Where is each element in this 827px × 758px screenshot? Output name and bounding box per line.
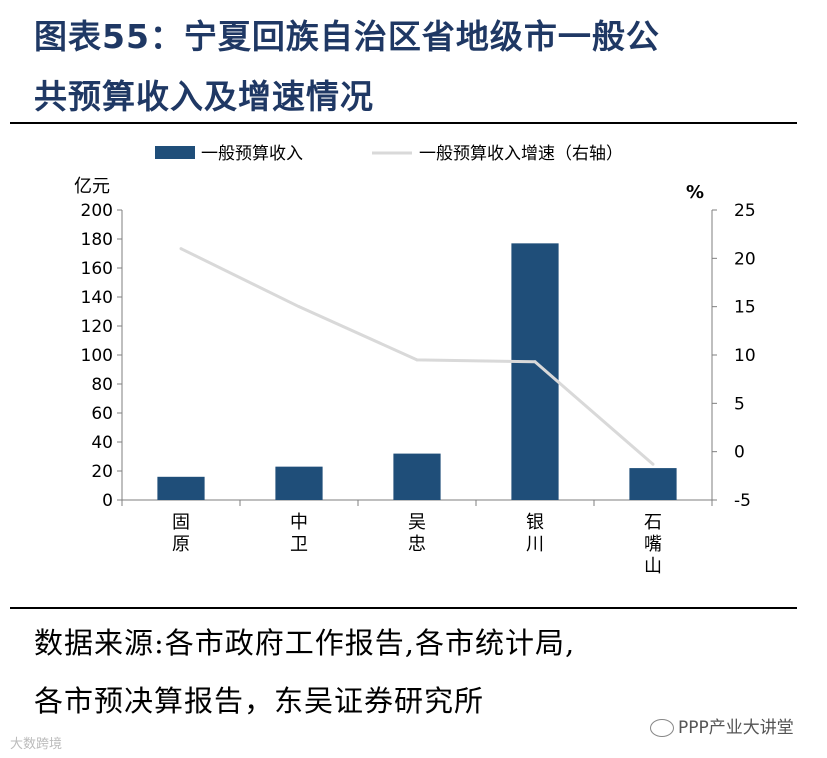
y-tick-label: 200 xyxy=(81,201,113,221)
chart-title-line-2: 共预算收入及增速情况 xyxy=(34,77,374,116)
chat-bubble-icon xyxy=(650,719,674,737)
source-line-1: 数据来源:各市政府工作报告,各市统计局, xyxy=(34,626,576,660)
x-category-label: 中卫 xyxy=(290,512,308,555)
y2-tick-label: 15 xyxy=(734,298,756,318)
y-tick-label: 60 xyxy=(91,404,113,424)
x-category-label: 固原 xyxy=(172,512,190,555)
y-tick-label: 80 xyxy=(91,375,113,395)
chart-svg: 一般预算收入 一般预算收入增速（右轴）亿元 %0204060801001201401… xyxy=(74,144,756,577)
y-tick-label: 0 xyxy=(102,491,113,511)
y2-axis-unit-label: % xyxy=(686,182,704,203)
y2-tick-label: 20 xyxy=(734,249,756,269)
y2-tick-label: 5 xyxy=(734,394,745,414)
y-tick-label: 100 xyxy=(81,346,113,366)
y-tick-label: 160 xyxy=(81,259,113,279)
y-tick-label: 140 xyxy=(81,288,113,308)
bar-石嘴山 xyxy=(629,468,677,500)
bar-固原 xyxy=(157,476,205,500)
y2-tick-label: 0 xyxy=(734,443,745,463)
y-tick-label: 40 xyxy=(91,433,113,453)
y2-tick-label: 10 xyxy=(734,346,756,366)
bottom-divider xyxy=(10,607,797,609)
x-category-label: 石嘴山 xyxy=(644,512,662,577)
watermark-right: PPP产业大讲堂 xyxy=(650,713,794,738)
bar-中卫 xyxy=(275,466,323,500)
growth-rate-point xyxy=(179,247,183,251)
legend-label-bar: 一般预算收入 xyxy=(201,144,303,164)
x-category-label: 银川 xyxy=(526,512,544,555)
y-axis-unit-label: 亿元 xyxy=(74,176,110,197)
legend-swatch-bar xyxy=(155,146,195,159)
y-tick-label: 120 xyxy=(81,317,113,337)
y2-tick-label: -5 xyxy=(734,491,751,511)
bar-吴忠 xyxy=(393,453,441,500)
growth-rate-point xyxy=(415,358,419,362)
growth-rate-line xyxy=(180,247,654,466)
legend-label-line: 一般预算收入增速（右轴） xyxy=(419,144,623,164)
chart-title-line-1: 图表55：宁夏回族自治区省地级市一般公 xyxy=(34,17,660,56)
watermark-right-text: PPP产业大讲堂 xyxy=(678,718,794,738)
top-divider xyxy=(10,122,797,124)
growth-rate-point xyxy=(533,360,537,364)
source-line-2: 各市预决算报告，东吴证券研究所 xyxy=(34,684,485,718)
y-tick-label: 180 xyxy=(81,230,113,250)
growth-rate-point xyxy=(297,305,301,309)
watermark-left: 大数跨境 xyxy=(10,737,63,752)
bar-银川 xyxy=(511,243,559,500)
x-category-label: 吴忠 xyxy=(408,512,426,555)
y2-tick-label: 25 xyxy=(734,201,756,221)
growth-rate-point xyxy=(651,462,655,466)
y-tick-label: 20 xyxy=(91,462,113,482)
